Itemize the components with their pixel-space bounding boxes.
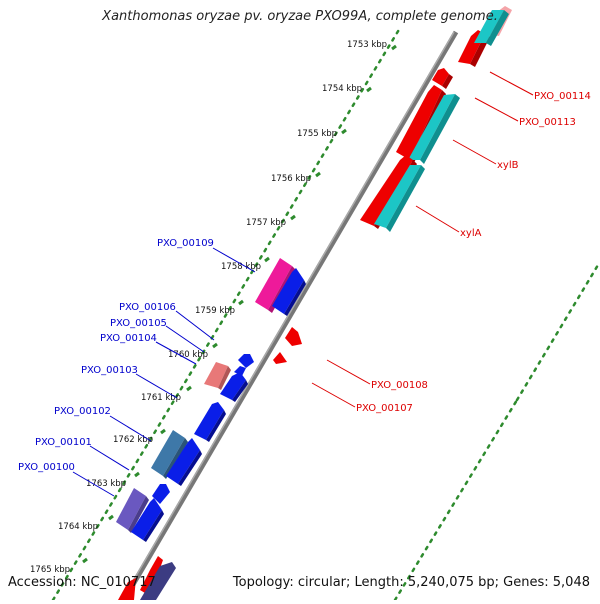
label-pxo-00109[interactable]: PXO_00109 — [157, 238, 214, 249]
leader-line-pxo-00103 — [135, 373, 178, 399]
gene-xylb[interactable] — [408, 94, 460, 164]
ruler-tick-labels: 1753 kbp 1754 kbp 1755 kbp 1756 kbp 1757… — [30, 40, 387, 575]
label-pxo-00102[interactable]: PXO_00102 — [54, 406, 111, 417]
leader-line-pxo-00105 — [165, 325, 205, 353]
label-pxo-00100[interactable]: PXO_00100 — [18, 462, 75, 473]
label-pxo-00104[interactable]: PXO_00104 — [100, 333, 157, 344]
ruler-tick-label: 1761 kbp — [141, 393, 181, 403]
leader-line-pxo-00101 — [89, 445, 130, 471]
gene-labels: PXO_00114 PXO_00113 xylB xylA PXO_00108 … — [18, 91, 591, 473]
label-pxo-00103[interactable]: PXO_00103 — [81, 365, 138, 376]
reverse-strand-genes — [118, 6, 512, 600]
gene-pxo-00107[interactable] — [273, 352, 287, 364]
label-pxo-00101[interactable]: PXO_00101 — [35, 437, 92, 448]
gene-pxo-00104[interactable] — [204, 362, 231, 390]
label-pxo-00114[interactable]: PXO_00114 — [534, 91, 591, 102]
ruler-tick — [82, 557, 88, 564]
leader-line-xylb — [452, 139, 497, 165]
backbone-line — [118, 30, 459, 604]
map-title: Xanthomonas oryzae pv. oryzae PXO99A, co… — [102, 9, 498, 24]
leader-line-pxo-00102 — [109, 415, 152, 442]
genome-backbone — [118, 30, 459, 604]
ruler-tick — [238, 299, 244, 306]
leader-line-xyla — [415, 205, 460, 233]
accession-text: Accession: NC_010717 — [8, 575, 156, 590]
leader-line-pxo-00100 — [72, 471, 115, 497]
leader-lines — [72, 71, 534, 497]
ruler-tick — [366, 86, 372, 93]
gene-bottom-red[interactable] — [118, 556, 163, 600]
gene-pxo-00101-blue[interactable] — [166, 438, 202, 486]
ruler-tick-label: 1764 kbp — [58, 522, 98, 532]
gene-pxo-00108[interactable] — [285, 327, 302, 346]
gene-pxo-00100-blue[interactable] — [131, 498, 164, 542]
label-xylb[interactable]: xylB — [497, 160, 519, 171]
gene-pxo-00101[interactable] — [151, 430, 188, 479]
leader-line-pxo-00107 — [311, 382, 356, 408]
gene-pxo-00100-small[interactable] — [152, 484, 170, 504]
ruler-tick-label: 1762 kbp — [113, 435, 153, 445]
ruler-tick — [341, 128, 347, 135]
ruler-tick — [290, 214, 296, 221]
ruler-inner-line — [393, 398, 519, 602]
gene-pxo-00106[interactable] — [238, 354, 254, 368]
leader-line-pxo-00108 — [326, 359, 371, 385]
ruler-tick — [391, 44, 397, 51]
label-pxo-00105[interactable]: PXO_00105 — [110, 318, 167, 329]
ruler-tick-label: 1754 kbp — [322, 84, 362, 94]
gene-top-cyan[interactable] — [474, 10, 509, 46]
leader-line-pxo-00104 — [155, 341, 197, 365]
leader-line-pxo-00113 — [474, 97, 519, 122]
ruler-tick-label: 1765 kbp — [30, 565, 70, 575]
leader-line-pxo-00106 — [175, 310, 215, 341]
ruler-tick-label: 1763 kbp — [86, 479, 126, 489]
genome-summary: Topology: circular; Length: 5,240,075 bp… — [232, 575, 590, 590]
gene-xyla[interactable] — [374, 165, 425, 232]
ruler-tick — [160, 428, 166, 435]
backbone-highlight — [118, 31, 455, 604]
ruler-tick-label: 1753 kbp — [347, 40, 387, 50]
ruler-tick-label: 1757 kbp — [246, 218, 286, 228]
leader-line-pxo-00114 — [489, 71, 534, 96]
label-pxo-00113[interactable]: PXO_00113 — [519, 117, 576, 128]
label-pxo-00106[interactable]: PXO_00106 — [119, 302, 176, 313]
label-xyla[interactable]: xylA — [460, 228, 482, 239]
ruler-tick — [134, 471, 140, 478]
ruler-tick — [315, 171, 321, 178]
ruler-tick — [108, 514, 114, 521]
ruler-tick — [264, 256, 270, 263]
ruler-outer-line — [51, 26, 402, 602]
gene-pxo-00102[interactable] — [194, 402, 226, 442]
ruler: 1753 kbp 1754 kbp 1755 kbp 1756 kbp 1757… — [30, 26, 600, 602]
ruler-tick-label: 1756 kbp — [271, 174, 311, 184]
gene-pxo-00113[interactable] — [432, 68, 453, 89]
leader-line-pxo-00109 — [212, 247, 256, 273]
gene-pxo-00100[interactable] — [116, 488, 149, 533]
forward-strand-genes — [116, 258, 306, 542]
ruler-tick-label: 1755 kbp — [297, 129, 337, 139]
gene-pxo-00109-blue[interactable] — [272, 268, 306, 316]
ruler-tick-label: 1758 kbp — [221, 262, 261, 272]
ruler-tick-label: 1759 kbp — [195, 306, 235, 316]
ruler-tick — [186, 385, 192, 392]
ruler-tick-label: 1760 kbp — [168, 350, 208, 360]
ruler-inner-line-upper — [515, 263, 600, 402]
gene-bottom-purple[interactable] — [140, 562, 176, 600]
label-pxo-00107[interactable]: PXO_00107 — [356, 403, 413, 414]
ruler-ticks — [82, 44, 397, 564]
label-pxo-00108[interactable]: PXO_00108 — [371, 380, 428, 391]
ruler-tick — [212, 342, 218, 349]
gene-pxo-00103[interactable] — [220, 372, 248, 402]
